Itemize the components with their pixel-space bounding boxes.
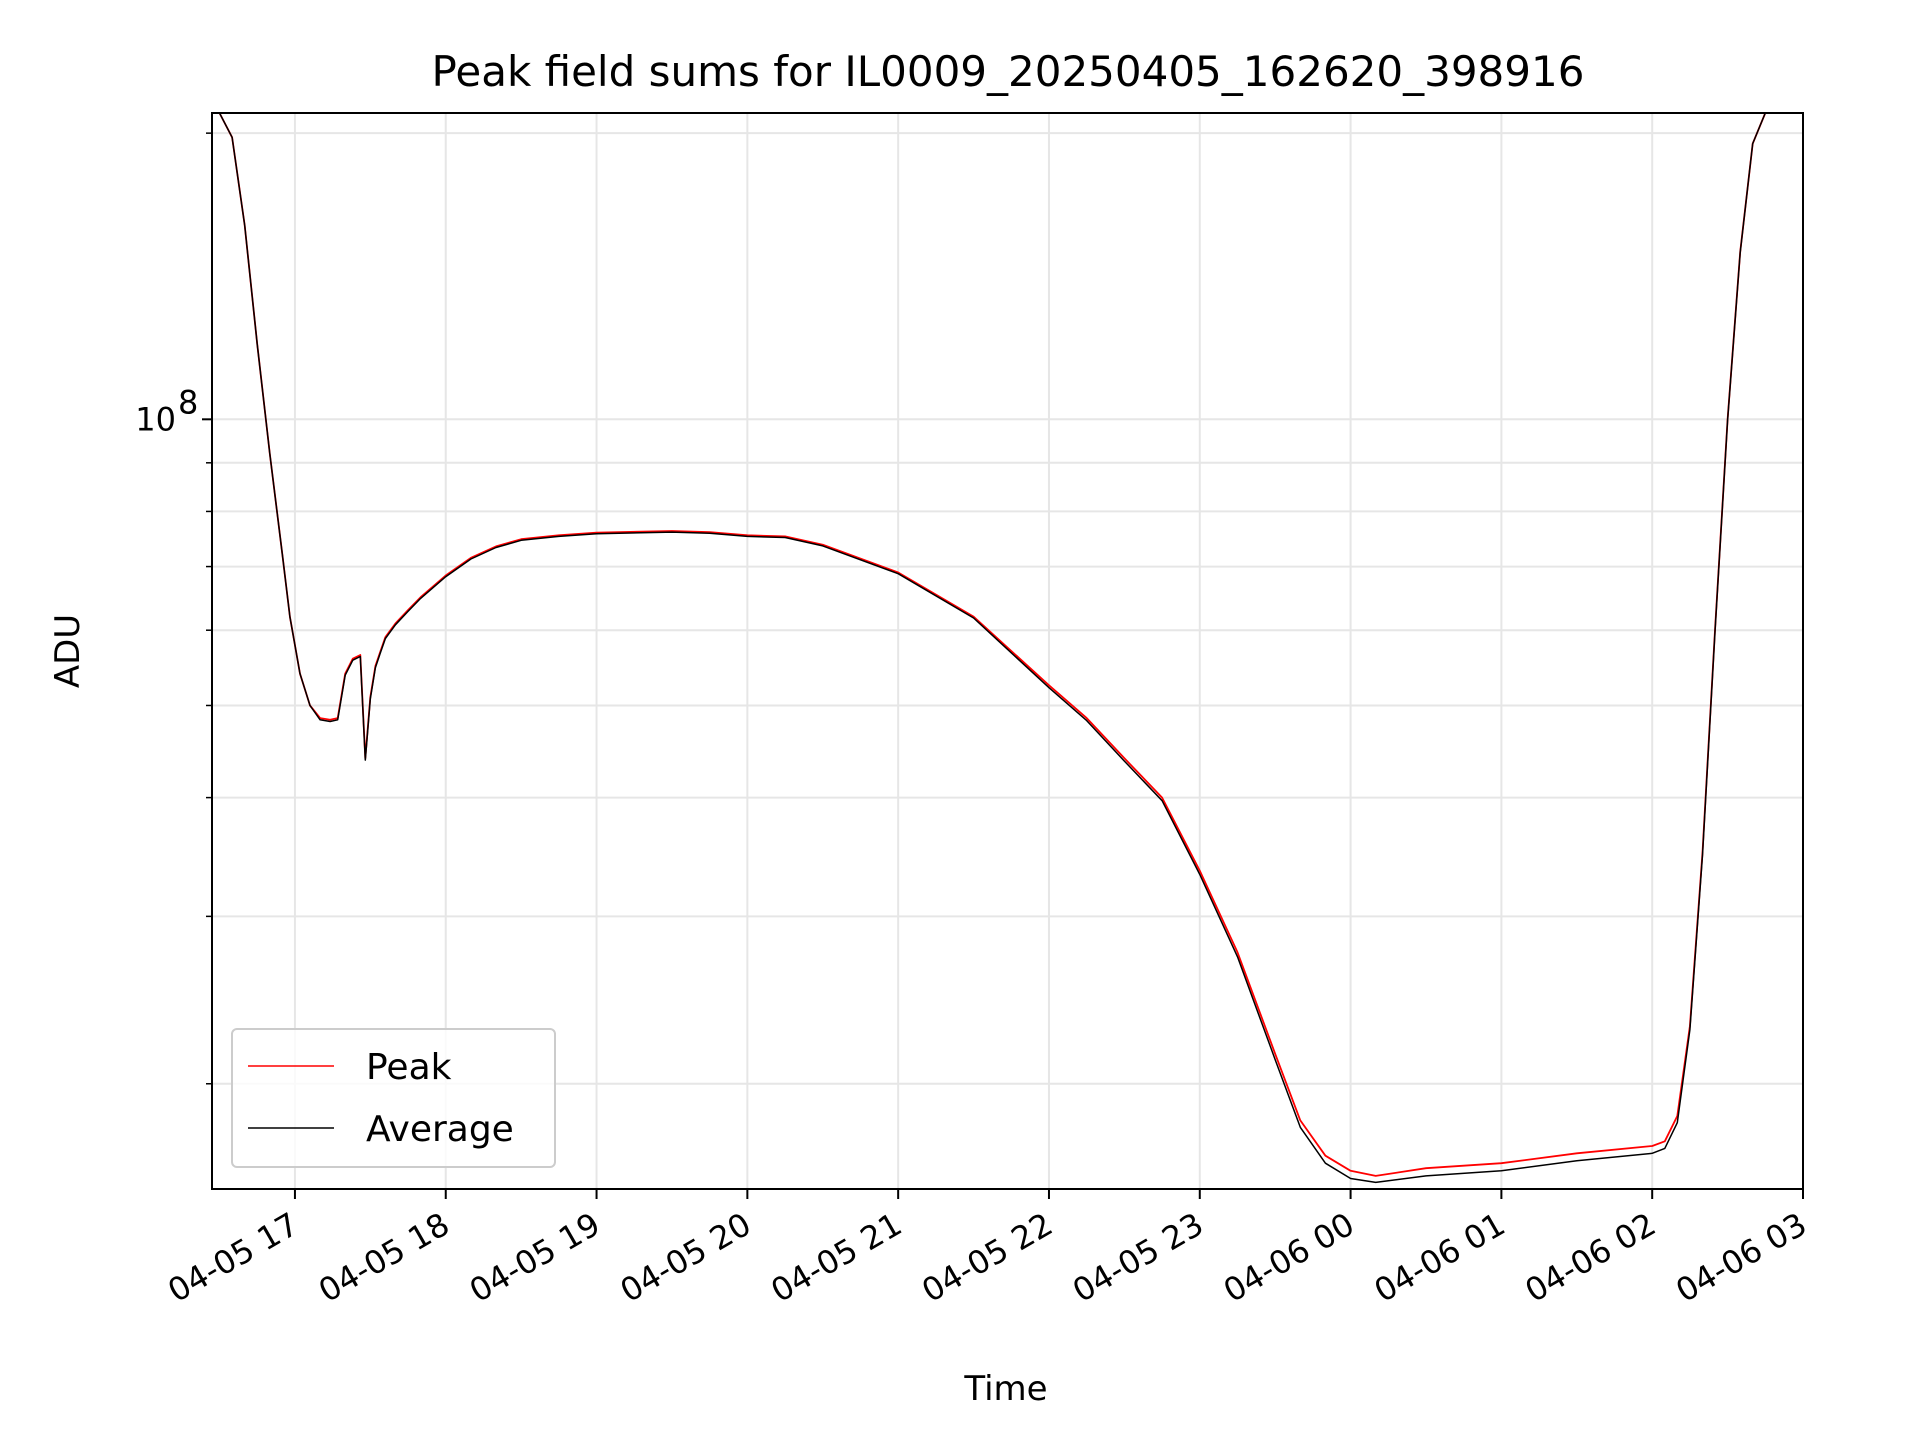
chart-title: Peak field sums for IL0009_20250405_1626… [432, 47, 1585, 96]
series-line-peak [212, 112, 1803, 1177]
legend-label-peak: Peak [366, 1047, 452, 1088]
grid [212, 113, 1804, 1189]
y-tick-label: 10 [135, 400, 176, 438]
y-axis-label: ADU [48, 614, 88, 688]
legend-box [231, 1028, 556, 1168]
x-axis-label: Time [963, 1369, 1047, 1409]
legend: Peak Average [231, 1028, 556, 1168]
y-tick-label-exponent: 8 [178, 383, 198, 421]
legend-label-average: Average [366, 1109, 514, 1150]
plot-frame [211, 112, 1804, 1190]
series-line-average [212, 112, 1803, 1184]
series-layer [212, 112, 1803, 1184]
